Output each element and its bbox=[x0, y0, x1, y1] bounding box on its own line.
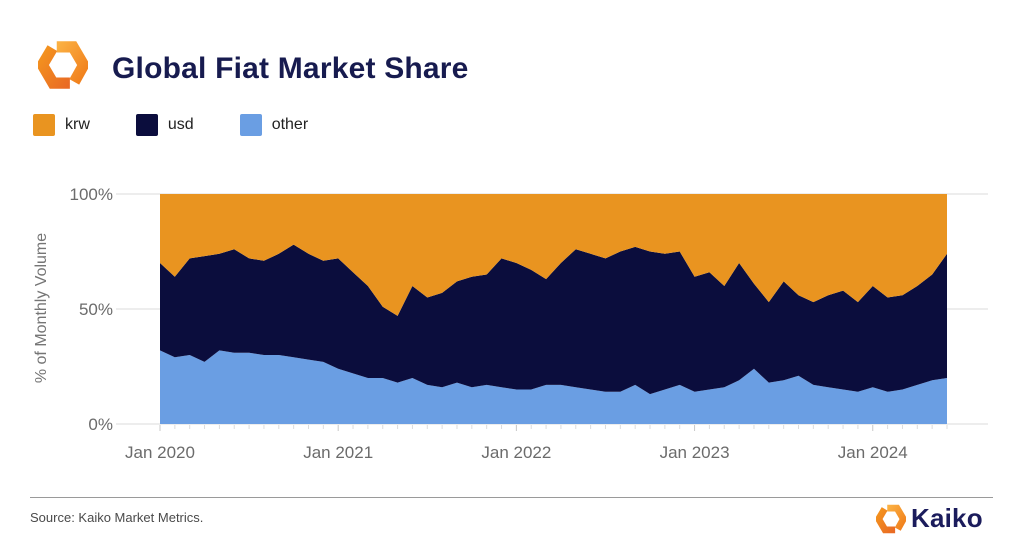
stacked-area-chart: 100% 50% 0% % of Monthly Volume Jan 2020… bbox=[33, 185, 988, 462]
footer-divider bbox=[30, 497, 993, 498]
x-tick-label: Jan 2021 bbox=[303, 443, 373, 462]
x-tick-label: Jan 2020 bbox=[125, 443, 195, 462]
chart-legend: krw usd other bbox=[33, 114, 354, 136]
legend-swatch-other bbox=[239, 114, 262, 136]
y-axis-title: % of Monthly Volume bbox=[33, 233, 50, 383]
area-other bbox=[160, 350, 947, 424]
x-tick-label: Jan 2022 bbox=[481, 443, 551, 462]
x-tick-label: Jan 2023 bbox=[660, 443, 730, 462]
chart-areas bbox=[160, 194, 947, 424]
y-tick-label: 100% bbox=[70, 185, 113, 204]
kaiko-wordmark: Kaiko bbox=[911, 503, 983, 533]
kaiko-logo-icon bbox=[38, 41, 88, 89]
legend-label-usd: usd bbox=[167, 116, 194, 133]
legend-item-krw: krw bbox=[33, 114, 90, 136]
area-usd bbox=[160, 244, 947, 395]
legend-label-other: other bbox=[271, 116, 309, 133]
area-krw bbox=[160, 194, 947, 316]
legend-item-other: other bbox=[239, 114, 309, 136]
footer-brand: Kaiko bbox=[876, 503, 983, 534]
x-tick-label: Jan 2024 bbox=[838, 443, 908, 462]
legend-item-usd: usd bbox=[135, 114, 194, 136]
legend-swatch-krw bbox=[33, 114, 55, 136]
x-axis-ticks bbox=[159, 425, 948, 431]
x-axis-labels: Jan 2020 Jan 2021 Jan 2022 Jan 2023 Jan 2024 bbox=[125, 443, 908, 462]
legend-swatch-usd bbox=[135, 114, 158, 136]
page-title: Global Fiat Market Share bbox=[112, 52, 469, 85]
legend-label-krw: krw bbox=[65, 116, 90, 133]
source-text: Source: Kaiko Market Metrics. bbox=[30, 510, 204, 525]
kaiko-footer-logo-icon bbox=[876, 504, 906, 533]
y-tick-label: 50% bbox=[79, 300, 113, 319]
y-tick-label: 0% bbox=[88, 415, 113, 434]
